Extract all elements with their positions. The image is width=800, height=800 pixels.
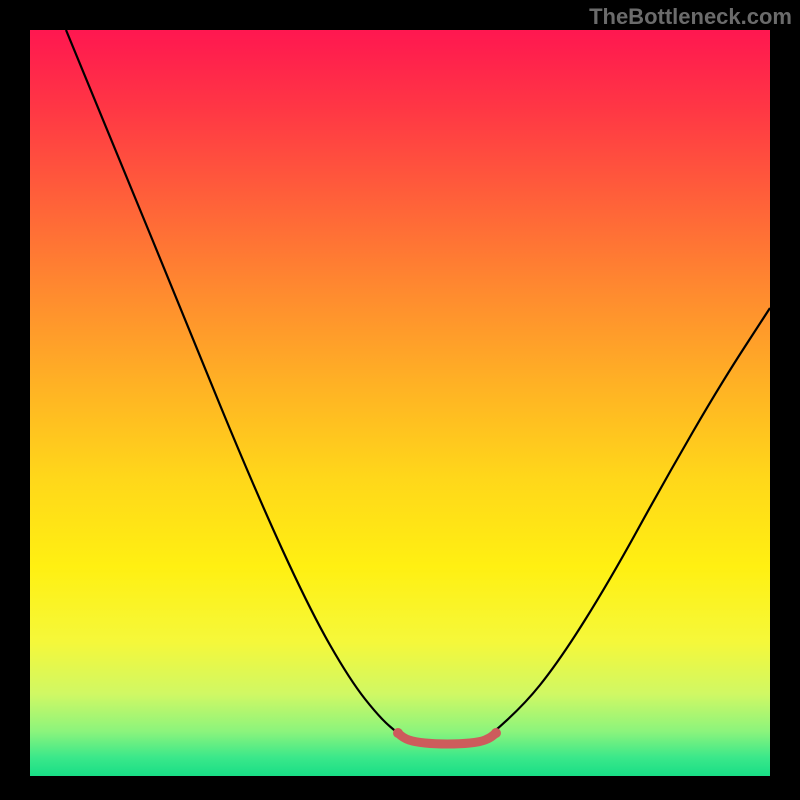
watermark-text: TheBottleneck.com <box>589 4 792 30</box>
marker-dot-left <box>393 728 403 738</box>
gradient-background <box>30 30 770 776</box>
marker-dot-right <box>491 728 501 738</box>
chart-svg <box>30 30 770 776</box>
plot-area <box>30 30 770 776</box>
chart-container: TheBottleneck.com <box>0 0 800 800</box>
